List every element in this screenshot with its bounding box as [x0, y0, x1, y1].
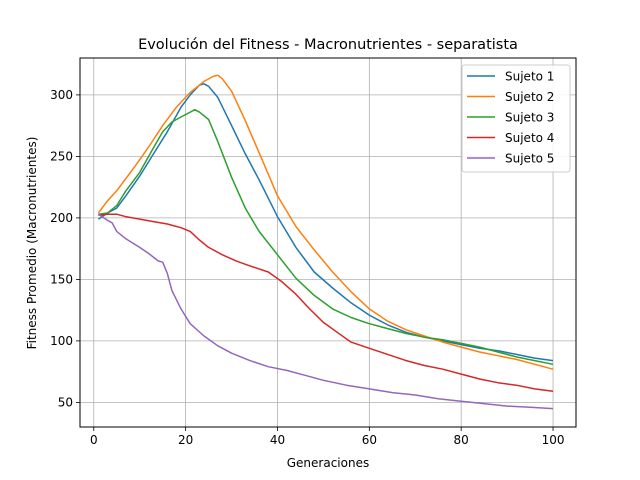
- legend-box: [461, 64, 571, 173]
- x-tick-label: 80: [454, 433, 469, 447]
- series-line-sujeto-3: [98, 108, 554, 366]
- legend: Sujeto 1 Sujeto 2 Sujeto 3 Sujeto 4 Sujeto 5: [461, 64, 571, 173]
- x-tick-label: 40: [270, 433, 285, 447]
- y-tick-label: 300: [50, 88, 73, 102]
- chart-title: Evolución del Fitness - Macronutrientes …: [138, 37, 518, 53]
- series-line-sujeto-4: [98, 213, 554, 393]
- series-lines: [97, 74, 554, 410]
- x-tick-label: 20: [178, 433, 193, 447]
- y-tick-label: 200: [50, 211, 73, 225]
- x-tick-label: 60: [362, 433, 377, 447]
- axis-ticks: 0 20 40 60 80 100 50 100 150 200 250 300: [50, 88, 564, 447]
- legend-label: Sujeto 1: [505, 70, 554, 84]
- y-tick-label: 250: [50, 149, 73, 163]
- y-axis-label: Fitness Promedio (Macronutrientes): [25, 137, 39, 350]
- series-line-sujeto-5: [97, 213, 554, 410]
- y-tick-label: 100: [50, 334, 73, 348]
- series-line-sujeto-1: [97, 83, 554, 362]
- series-line-sujeto-2: [97, 74, 554, 370]
- legend-label: Sujeto 2: [505, 90, 554, 104]
- y-tick-label: 50: [58, 395, 73, 409]
- x-tick-label: 100: [542, 433, 565, 447]
- plot-frame: [79, 57, 577, 428]
- legend-label: Sujeto 5: [505, 152, 554, 166]
- x-tick-label: 0: [90, 433, 98, 447]
- y-tick-label: 150: [50, 272, 73, 286]
- legend-label: Sujeto 4: [505, 131, 554, 145]
- legend-label: Sujeto 3: [505, 111, 554, 125]
- x-axis-label: Generaciones: [287, 456, 369, 470]
